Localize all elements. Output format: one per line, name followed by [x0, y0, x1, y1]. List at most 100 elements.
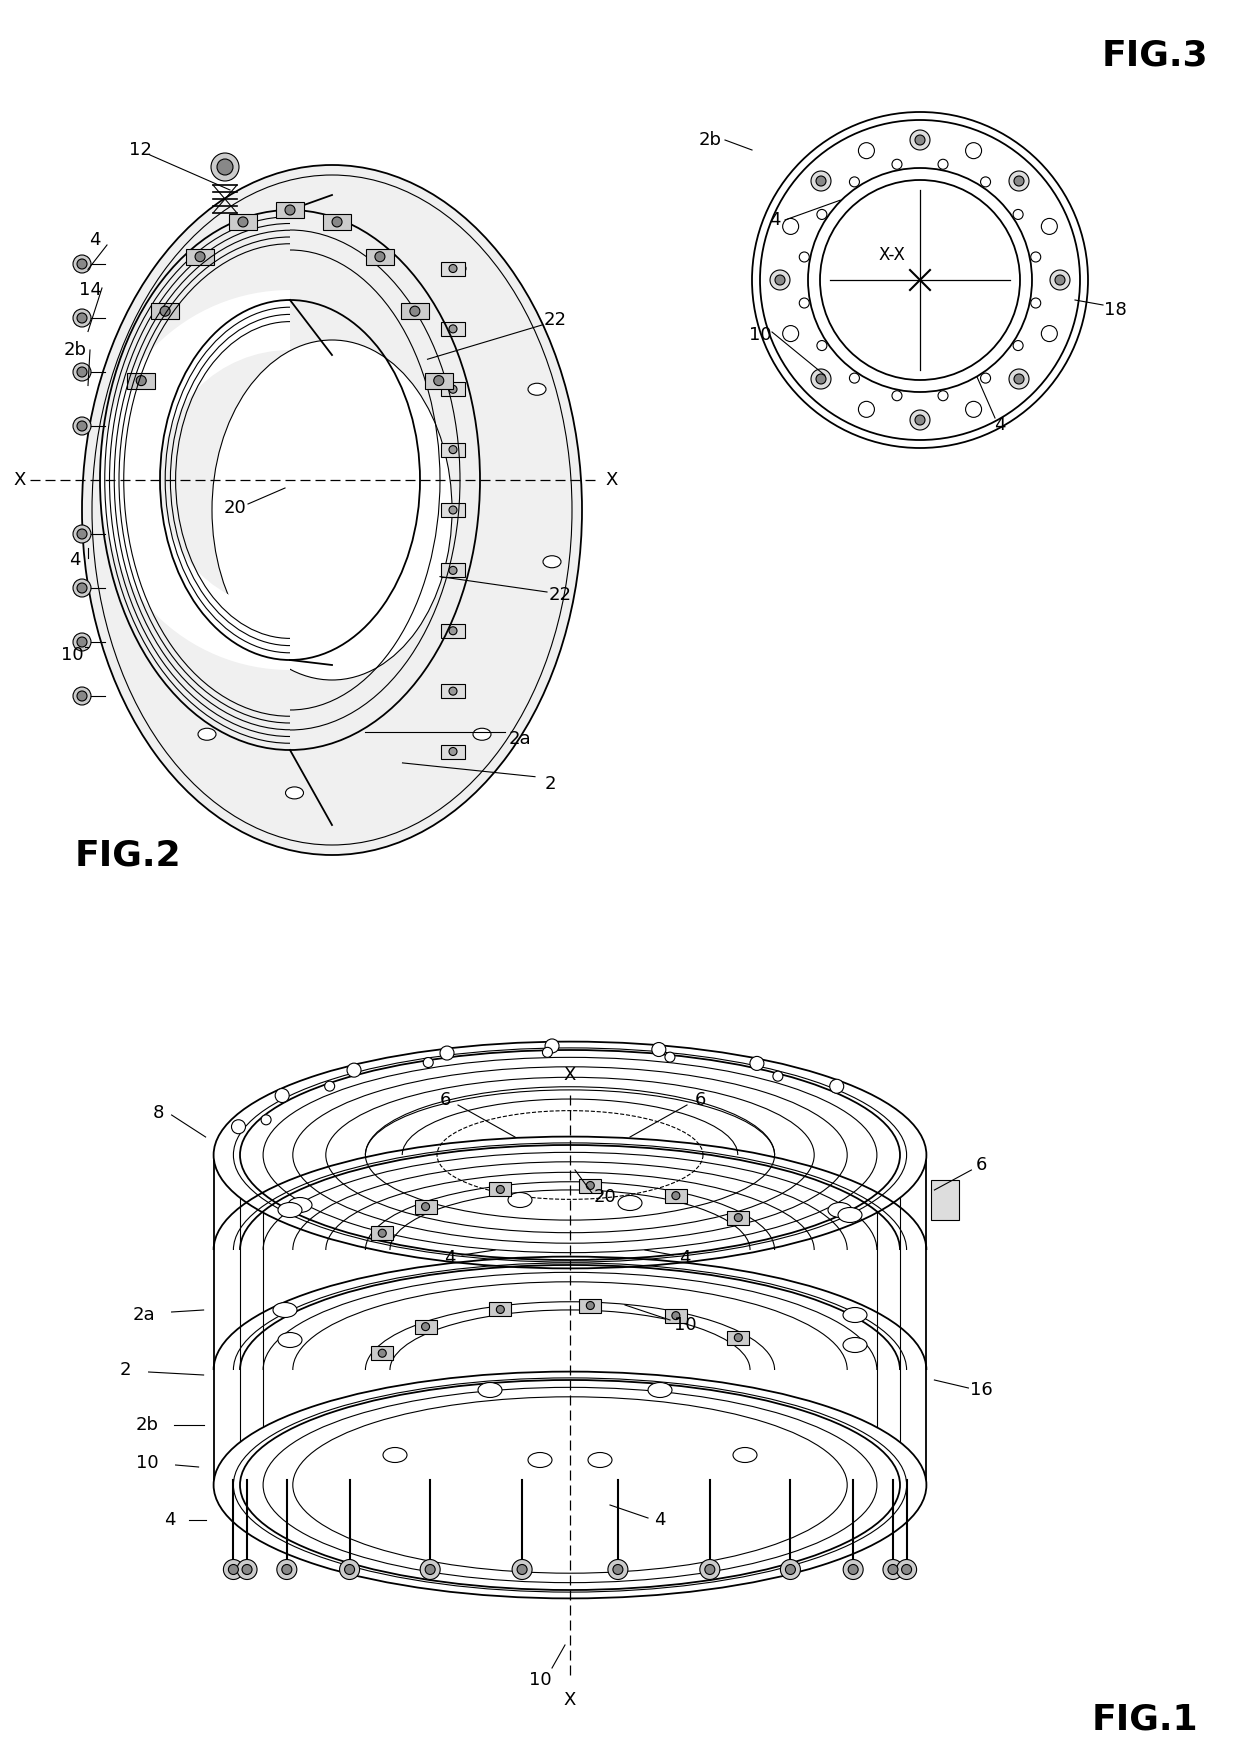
Circle shape [910, 130, 930, 150]
Circle shape [542, 1047, 553, 1058]
Bar [186, 249, 215, 264]
Bar [665, 1308, 687, 1322]
Ellipse shape [588, 1453, 613, 1467]
Ellipse shape [285, 786, 304, 799]
Bar [151, 303, 179, 319]
Circle shape [888, 1564, 898, 1574]
Circle shape [672, 1312, 680, 1320]
Circle shape [217, 159, 233, 175]
Circle shape [734, 1213, 743, 1222]
Text: 10: 10 [528, 1671, 552, 1689]
Circle shape [232, 1120, 246, 1134]
Circle shape [780, 1560, 801, 1580]
Ellipse shape [293, 1396, 847, 1573]
Ellipse shape [733, 1447, 756, 1463]
Circle shape [672, 1192, 680, 1199]
Ellipse shape [828, 1202, 852, 1218]
Circle shape [811, 368, 831, 390]
Circle shape [449, 566, 458, 575]
Text: 2b: 2b [698, 130, 722, 150]
Circle shape [496, 1185, 505, 1194]
Circle shape [262, 1114, 272, 1125]
Bar [441, 744, 465, 758]
Ellipse shape [543, 555, 560, 568]
Circle shape [782, 326, 799, 342]
Circle shape [420, 1560, 440, 1580]
Ellipse shape [212, 340, 453, 681]
Circle shape [1050, 270, 1070, 289]
Ellipse shape [213, 1372, 926, 1599]
Circle shape [1013, 340, 1023, 351]
Circle shape [1009, 171, 1029, 190]
Circle shape [285, 205, 295, 215]
Bar [728, 1331, 749, 1345]
Circle shape [704, 1564, 714, 1574]
Circle shape [73, 578, 91, 598]
Ellipse shape [448, 263, 466, 275]
Circle shape [378, 1229, 386, 1238]
Circle shape [77, 584, 87, 592]
Bar [366, 249, 394, 264]
Circle shape [817, 340, 827, 351]
Text: 4: 4 [69, 552, 81, 569]
Ellipse shape [288, 1197, 312, 1213]
Circle shape [242, 1564, 252, 1574]
Text: FIG.2: FIG.2 [74, 837, 181, 873]
Circle shape [73, 525, 91, 543]
Circle shape [449, 446, 458, 453]
Bar [665, 1188, 687, 1202]
Circle shape [449, 264, 458, 273]
Text: 10: 10 [749, 326, 771, 344]
Circle shape [892, 159, 901, 169]
Text: 4: 4 [89, 231, 100, 249]
Text: 2b: 2b [63, 340, 87, 360]
Text: FIG.3: FIG.3 [1101, 39, 1208, 72]
Circle shape [77, 529, 87, 539]
Circle shape [449, 628, 458, 635]
Bar [441, 684, 465, 698]
Circle shape [449, 688, 458, 695]
Ellipse shape [843, 1338, 867, 1352]
Circle shape [228, 1564, 238, 1574]
Text: 18: 18 [1104, 301, 1126, 319]
Text: X-X: X-X [879, 247, 905, 264]
Bar [128, 372, 155, 388]
Text: 2a: 2a [508, 730, 531, 748]
Circle shape [937, 159, 949, 169]
Circle shape [848, 1564, 858, 1574]
Ellipse shape [263, 1387, 877, 1583]
Ellipse shape [278, 1202, 303, 1218]
Ellipse shape [820, 180, 1021, 381]
Text: 14: 14 [78, 280, 102, 300]
Text: 2a: 2a [133, 1306, 155, 1324]
Text: 4: 4 [164, 1511, 176, 1529]
Circle shape [332, 217, 342, 227]
Bar [931, 1179, 960, 1220]
Circle shape [73, 256, 91, 273]
Circle shape [613, 1564, 622, 1574]
Circle shape [1042, 326, 1058, 342]
Polygon shape [213, 1155, 926, 1484]
Ellipse shape [213, 1042, 926, 1268]
Text: 20: 20 [223, 499, 247, 517]
Circle shape [910, 411, 930, 430]
Circle shape [277, 1560, 296, 1580]
Text: 22: 22 [543, 310, 567, 330]
Ellipse shape [751, 113, 1087, 448]
Text: 4: 4 [444, 1248, 456, 1268]
Bar [441, 383, 465, 397]
Ellipse shape [838, 1208, 862, 1222]
Circle shape [237, 1560, 257, 1580]
Circle shape [77, 314, 87, 323]
Text: FIG.1: FIG.1 [1091, 1703, 1198, 1737]
Text: X: X [564, 1691, 577, 1708]
Ellipse shape [760, 120, 1080, 441]
Circle shape [816, 176, 826, 187]
Bar [579, 1299, 601, 1312]
Circle shape [440, 1045, 454, 1060]
Bar [441, 624, 465, 638]
Ellipse shape [293, 1067, 847, 1243]
Ellipse shape [808, 167, 1032, 391]
Circle shape [773, 1072, 782, 1081]
Bar [441, 261, 465, 275]
